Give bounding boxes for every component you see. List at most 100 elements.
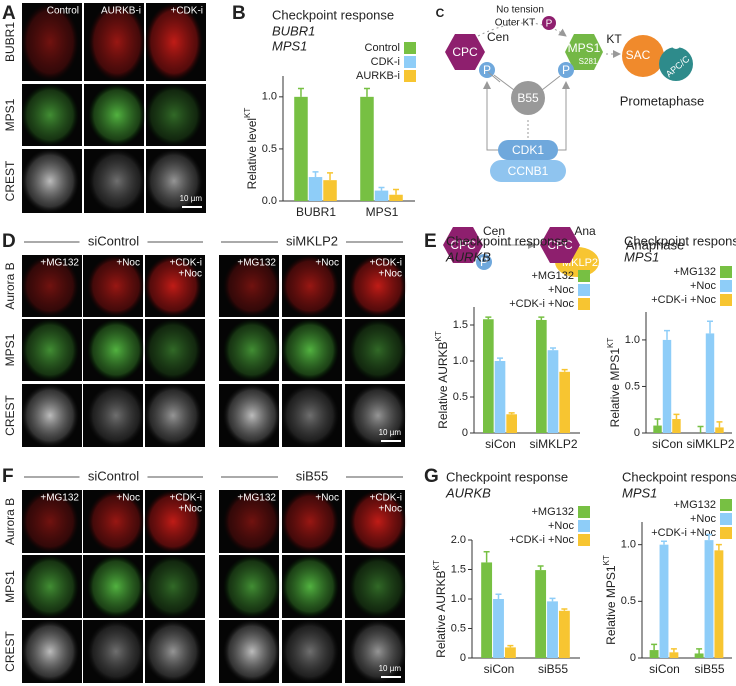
label: P xyxy=(562,63,570,77)
chart-title: Checkpoint response xyxy=(446,469,568,484)
chart-subtitle: AURKB xyxy=(445,249,491,264)
row-label: Aurora B xyxy=(3,262,17,309)
legend-swatch xyxy=(578,534,590,546)
y-tick-label: 1.0 xyxy=(262,91,277,103)
error-bar xyxy=(497,357,503,361)
error-bar xyxy=(378,186,385,191)
column-label: +MG132 xyxy=(40,493,79,504)
scale-label: 10 µm xyxy=(379,664,402,673)
panel-label: G xyxy=(424,466,439,487)
label: S281 xyxy=(579,57,598,66)
cpc xyxy=(443,227,483,263)
label: P xyxy=(483,63,491,77)
cell-signal xyxy=(21,84,79,146)
legend-label: +MG132 xyxy=(532,506,575,518)
cell-signal xyxy=(144,490,202,553)
bar xyxy=(506,414,517,433)
error-bar xyxy=(312,171,319,178)
error-bar xyxy=(550,347,556,351)
y-label-text: Relative level xyxy=(245,118,259,189)
bar xyxy=(559,371,570,433)
error-bar xyxy=(507,644,514,648)
cell-signal xyxy=(349,255,407,317)
error-bar xyxy=(706,533,712,541)
y-tick-label: 1.5 xyxy=(453,319,468,331)
bar xyxy=(535,570,547,658)
chart-title: Checkpoint response xyxy=(622,469,736,484)
label: B55 xyxy=(517,91,539,105)
legend-label: CDK-i xyxy=(371,56,400,68)
bar xyxy=(360,96,374,201)
legend-swatch xyxy=(404,42,416,54)
group-label: siControl xyxy=(88,233,139,248)
bar xyxy=(547,350,559,433)
y-tick-label: 2.0 xyxy=(451,534,466,546)
legend-swatch xyxy=(578,284,590,296)
y-axis-label: Relative AURKBKT xyxy=(432,560,448,658)
cell-signal xyxy=(144,384,202,447)
cell-signal xyxy=(21,490,79,553)
cell-signal xyxy=(145,84,203,146)
error-bar xyxy=(673,413,680,420)
error-bar xyxy=(716,421,723,428)
column-label: +Noc xyxy=(178,504,202,515)
y-tick-label: 0 xyxy=(634,427,640,439)
y-tick-label: 1.5 xyxy=(451,563,466,575)
bar xyxy=(649,650,659,658)
bar xyxy=(308,177,323,201)
chart-subtitle: MPS1 xyxy=(622,485,657,500)
label: Cen xyxy=(487,30,509,44)
cell-signal xyxy=(281,490,339,553)
error-bar xyxy=(654,418,661,426)
bar xyxy=(694,653,704,658)
x-tick-label: siMKLP2 xyxy=(686,437,734,451)
legend-label: +Noc xyxy=(690,280,716,292)
bar xyxy=(374,190,389,201)
cell-signal xyxy=(349,555,407,618)
cell-signal xyxy=(281,255,339,317)
y-tick-label: 0.0 xyxy=(262,195,277,207)
panel-label: B xyxy=(232,3,246,24)
cell-signal xyxy=(281,555,339,618)
bar xyxy=(704,540,714,658)
cell-signal xyxy=(21,3,79,81)
row-label: MPS1 xyxy=(3,570,17,603)
cell-signal xyxy=(349,490,407,553)
arrow xyxy=(477,22,567,37)
cell-signal xyxy=(87,255,145,317)
x-tick-label: siCon xyxy=(649,662,680,676)
y-axis-label: Relative levelKT xyxy=(243,108,259,190)
legend-swatch xyxy=(720,499,732,511)
cell-signal xyxy=(21,319,79,381)
legend-label: +CDK-i +Noc xyxy=(651,527,716,539)
error-bar xyxy=(485,316,492,320)
legend-swatch xyxy=(720,527,732,539)
y-label-sup: KT xyxy=(432,560,441,570)
cell-signal xyxy=(349,319,407,381)
legend-label: AURKB-i xyxy=(356,70,400,82)
column-label: +CDK-i xyxy=(169,258,202,269)
column-label: +Noc xyxy=(378,504,402,515)
cell-signal xyxy=(223,384,281,447)
bar xyxy=(494,361,506,433)
cell-signal xyxy=(145,149,203,213)
legend-label: Control xyxy=(365,42,400,54)
chart-title: Checkpoint response xyxy=(272,7,394,22)
label: Outer KT xyxy=(495,18,536,29)
legend-label: +MG132 xyxy=(532,270,575,282)
row-label: CREST xyxy=(3,160,17,201)
chart-subtitle: AURKB xyxy=(445,485,491,500)
bar xyxy=(669,652,679,658)
bar xyxy=(715,427,724,433)
legend-label: +Noc xyxy=(548,520,574,532)
cell-signal xyxy=(144,555,202,618)
cell-signal xyxy=(21,555,79,618)
label: CPC xyxy=(450,238,476,252)
label: KT xyxy=(606,32,622,46)
y-tick-label: 1.0 xyxy=(453,355,468,367)
row-label: MPS1 xyxy=(3,333,17,366)
bar xyxy=(389,194,403,201)
label: Prometaphase xyxy=(620,93,705,108)
label: CPC xyxy=(547,238,573,252)
cell-signal xyxy=(281,319,339,381)
